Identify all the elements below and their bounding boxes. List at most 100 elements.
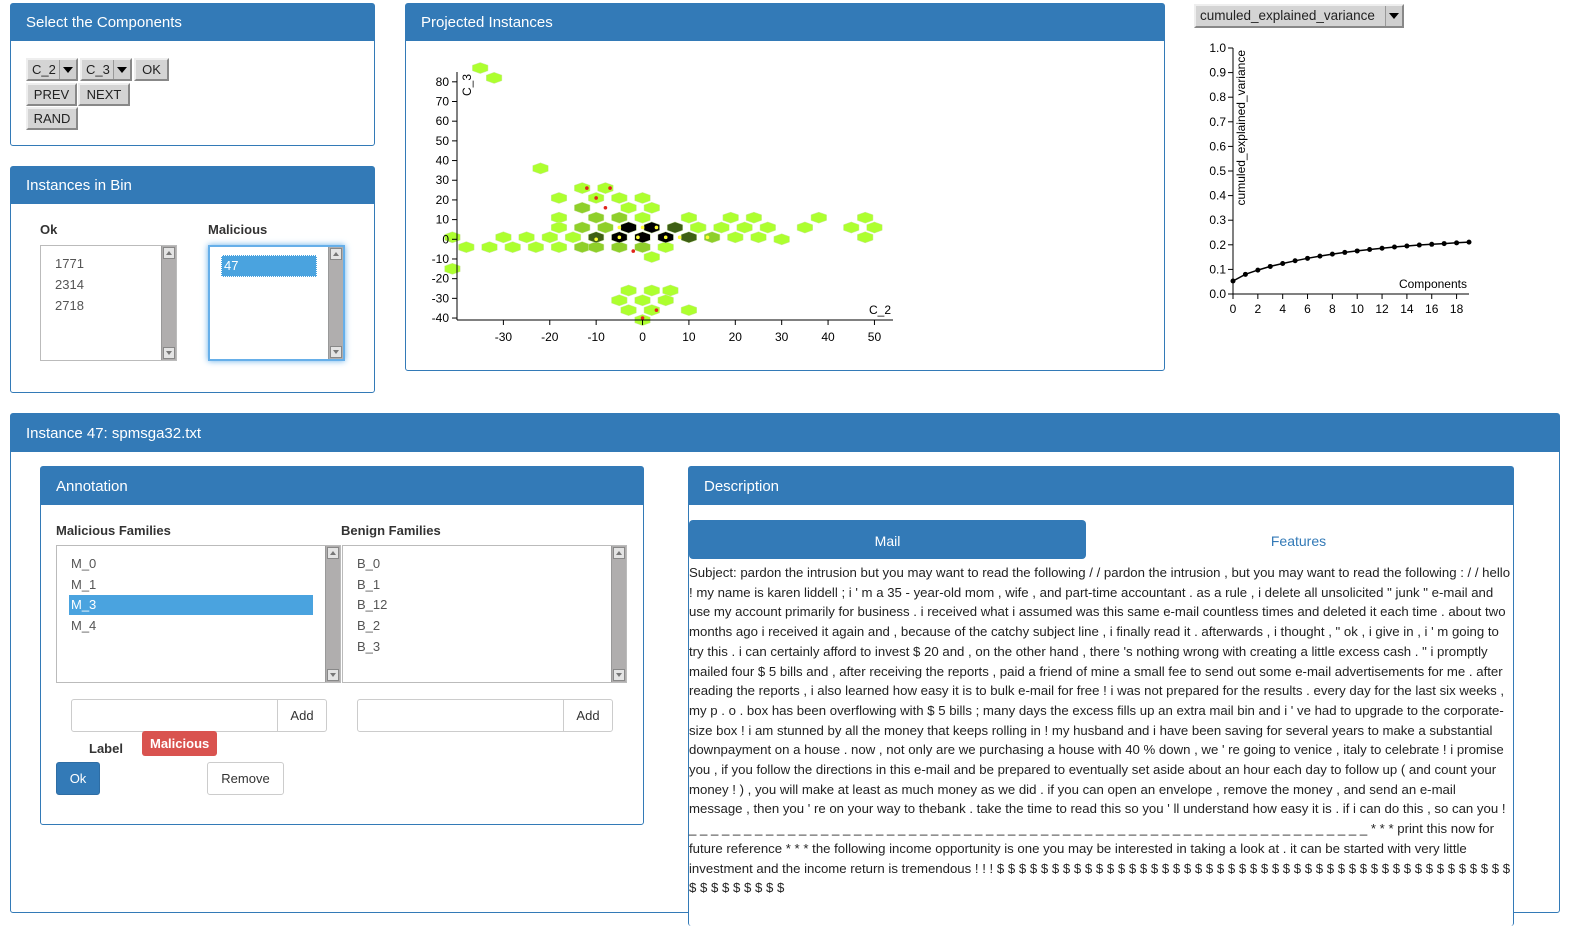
y-tick-label: 60: [436, 114, 450, 128]
scroll-down-icon[interactable]: [163, 347, 175, 359]
variance-point: [1354, 248, 1360, 254]
malicious-list-header: Malicious: [208, 222, 268, 237]
new-benign-family-input[interactable]: [357, 699, 564, 732]
hexbin-cell: [634, 192, 651, 204]
hexbin-cell: [857, 231, 874, 244]
prev-button[interactable]: PREV: [26, 83, 77, 106]
ok-components-button[interactable]: OK: [134, 58, 169, 81]
x-tick-label: 16: [1425, 302, 1439, 316]
y-tick-label: 40: [436, 154, 450, 168]
new-malicious-family-input[interactable]: [71, 699, 278, 732]
variance-point: [1255, 267, 1261, 273]
scroll-up-icon[interactable]: [330, 248, 342, 260]
variance-point: [1466, 239, 1472, 245]
list-item[interactable]: B_12: [357, 597, 388, 612]
chevron-down-icon: [59, 60, 76, 79]
hexbin-cell: [458, 241, 475, 253]
scrollbar[interactable]: [611, 546, 626, 682]
add-malicious-family-button[interactable]: Add: [277, 699, 327, 732]
y-tick-label: 0.9: [1209, 66, 1226, 80]
y-tick-label: -30: [432, 291, 450, 305]
hexbin-cell: [657, 241, 674, 253]
y-tick-label: -40: [432, 311, 450, 325]
hexbin-cell: [588, 241, 605, 253]
y-tick-label: 20: [436, 193, 450, 207]
list-item[interactable]: B_0: [357, 556, 381, 571]
variance-line-chart: 0 2 4 6 8 10 12 14 16 18 0.0 0.1 0.2 0.3 0.4 0.5 0.6 0.7 0…: [1209, 41, 1472, 316]
list-item[interactable]: 2314: [55, 277, 84, 292]
tab-features[interactable]: Features: [1270, 533, 1327, 549]
hexbin-cell: [773, 233, 790, 246]
hexbin-cell: [704, 231, 721, 244]
list-item[interactable]: M_0: [71, 556, 97, 571]
variance-selector-value: cumuled_explained_variance: [1200, 8, 1375, 23]
data-point: [594, 237, 598, 242]
variance-point: [1391, 244, 1397, 250]
x-component-dropdown[interactable]: C_2: [26, 58, 78, 81]
data-point: [705, 235, 710, 240]
list-item[interactable]: B_2: [357, 618, 381, 633]
variance-point: [1404, 243, 1410, 249]
scroll-down-icon[interactable]: [327, 669, 339, 681]
variance-point: [1454, 240, 1460, 246]
remove-annotation-button[interactable]: Remove: [207, 762, 284, 795]
list-item[interactable]: 1771: [55, 256, 84, 271]
scroll-up-icon[interactable]: [613, 547, 625, 559]
list-item[interactable]: B_1: [357, 577, 381, 592]
hexbin-cell: [643, 284, 660, 297]
ok-annotation-button[interactable]: Ok: [56, 762, 100, 795]
x-tick-label: 30: [775, 330, 789, 344]
hexbin-scatter-chart[interactable]: -30 -20 -10 0 10 20 30 40 50 -40 -30 -20 -10 0 10 20 30 4…: [415, 50, 915, 350]
hexbin-cell: [810, 211, 827, 224]
list-item[interactable]: B_3: [357, 639, 381, 654]
next-button[interactable]: NEXT: [78, 83, 130, 106]
variance-point: [1280, 260, 1286, 266]
list-item[interactable]: M_4: [71, 618, 97, 633]
list-item[interactable]: M_1: [71, 577, 97, 592]
scrollbar[interactable]: [161, 246, 176, 360]
y-component-dropdown[interactable]: C_3: [80, 58, 132, 81]
variance-point: [1305, 255, 1311, 261]
projected-instances-panel: Projected Instances: [405, 3, 1165, 371]
hexbin-cell: [541, 231, 558, 244]
variance-point: [1441, 241, 1447, 247]
scrollbar[interactable]: [328, 247, 343, 359]
data-point-malicious: [608, 186, 612, 190]
rand-button[interactable]: RAND: [26, 107, 78, 130]
hexbin-cell: [662, 284, 679, 297]
scroll-down-icon[interactable]: [330, 346, 342, 358]
ok-instances-list[interactable]: 1771 2314 2718: [40, 245, 177, 361]
scrollbar[interactable]: [325, 546, 340, 682]
tab-mail[interactable]: Mail: [689, 520, 1086, 559]
benign-families-list[interactable]: B_0 B_1 B_12 B_2 B_3: [342, 545, 627, 683]
list-item-selected[interactable]: 47: [221, 255, 317, 277]
add-benign-family-button[interactable]: Add: [563, 699, 613, 732]
projected-instances-title: Projected Instances: [406, 4, 1164, 41]
scroll-up-icon[interactable]: [163, 247, 175, 259]
hexbin-cell: [745, 211, 762, 224]
malicious-families-list[interactable]: M_0 M_1 M_3 M_4: [56, 545, 341, 683]
y-tick-label: 0.8: [1209, 90, 1226, 104]
scroll-up-icon[interactable]: [327, 547, 339, 559]
hexbin-cell: [611, 192, 628, 204]
list-item[interactable]: 2718: [55, 298, 84, 313]
hexbin-cell: [574, 182, 591, 194]
hexbin-cell: [643, 304, 660, 316]
malicious-instances-list[interactable]: 47: [208, 245, 345, 361]
hexbin-cell: [550, 192, 568, 204]
hexbin-cell: [518, 231, 535, 244]
hexbin-cell: [680, 211, 697, 224]
hexbin-cell: [597, 221, 614, 234]
variance-point: [1317, 253, 1323, 259]
x-tick-label: 12: [1375, 302, 1389, 316]
scroll-down-icon[interactable]: [613, 669, 625, 681]
annotation-title: Annotation: [41, 467, 643, 505]
hexbin-cell: [857, 211, 874, 224]
variance-selector[interactable]: cumuled_explained_variance: [1194, 4, 1404, 28]
hexbin-cell: [713, 221, 730, 234]
list-item-selected[interactable]: M_3: [69, 595, 313, 615]
hexbin-cell: [611, 211, 628, 224]
x-tick-label: 10: [682, 330, 696, 344]
hexbin-cell: [574, 241, 591, 253]
data-point: [640, 225, 645, 230]
